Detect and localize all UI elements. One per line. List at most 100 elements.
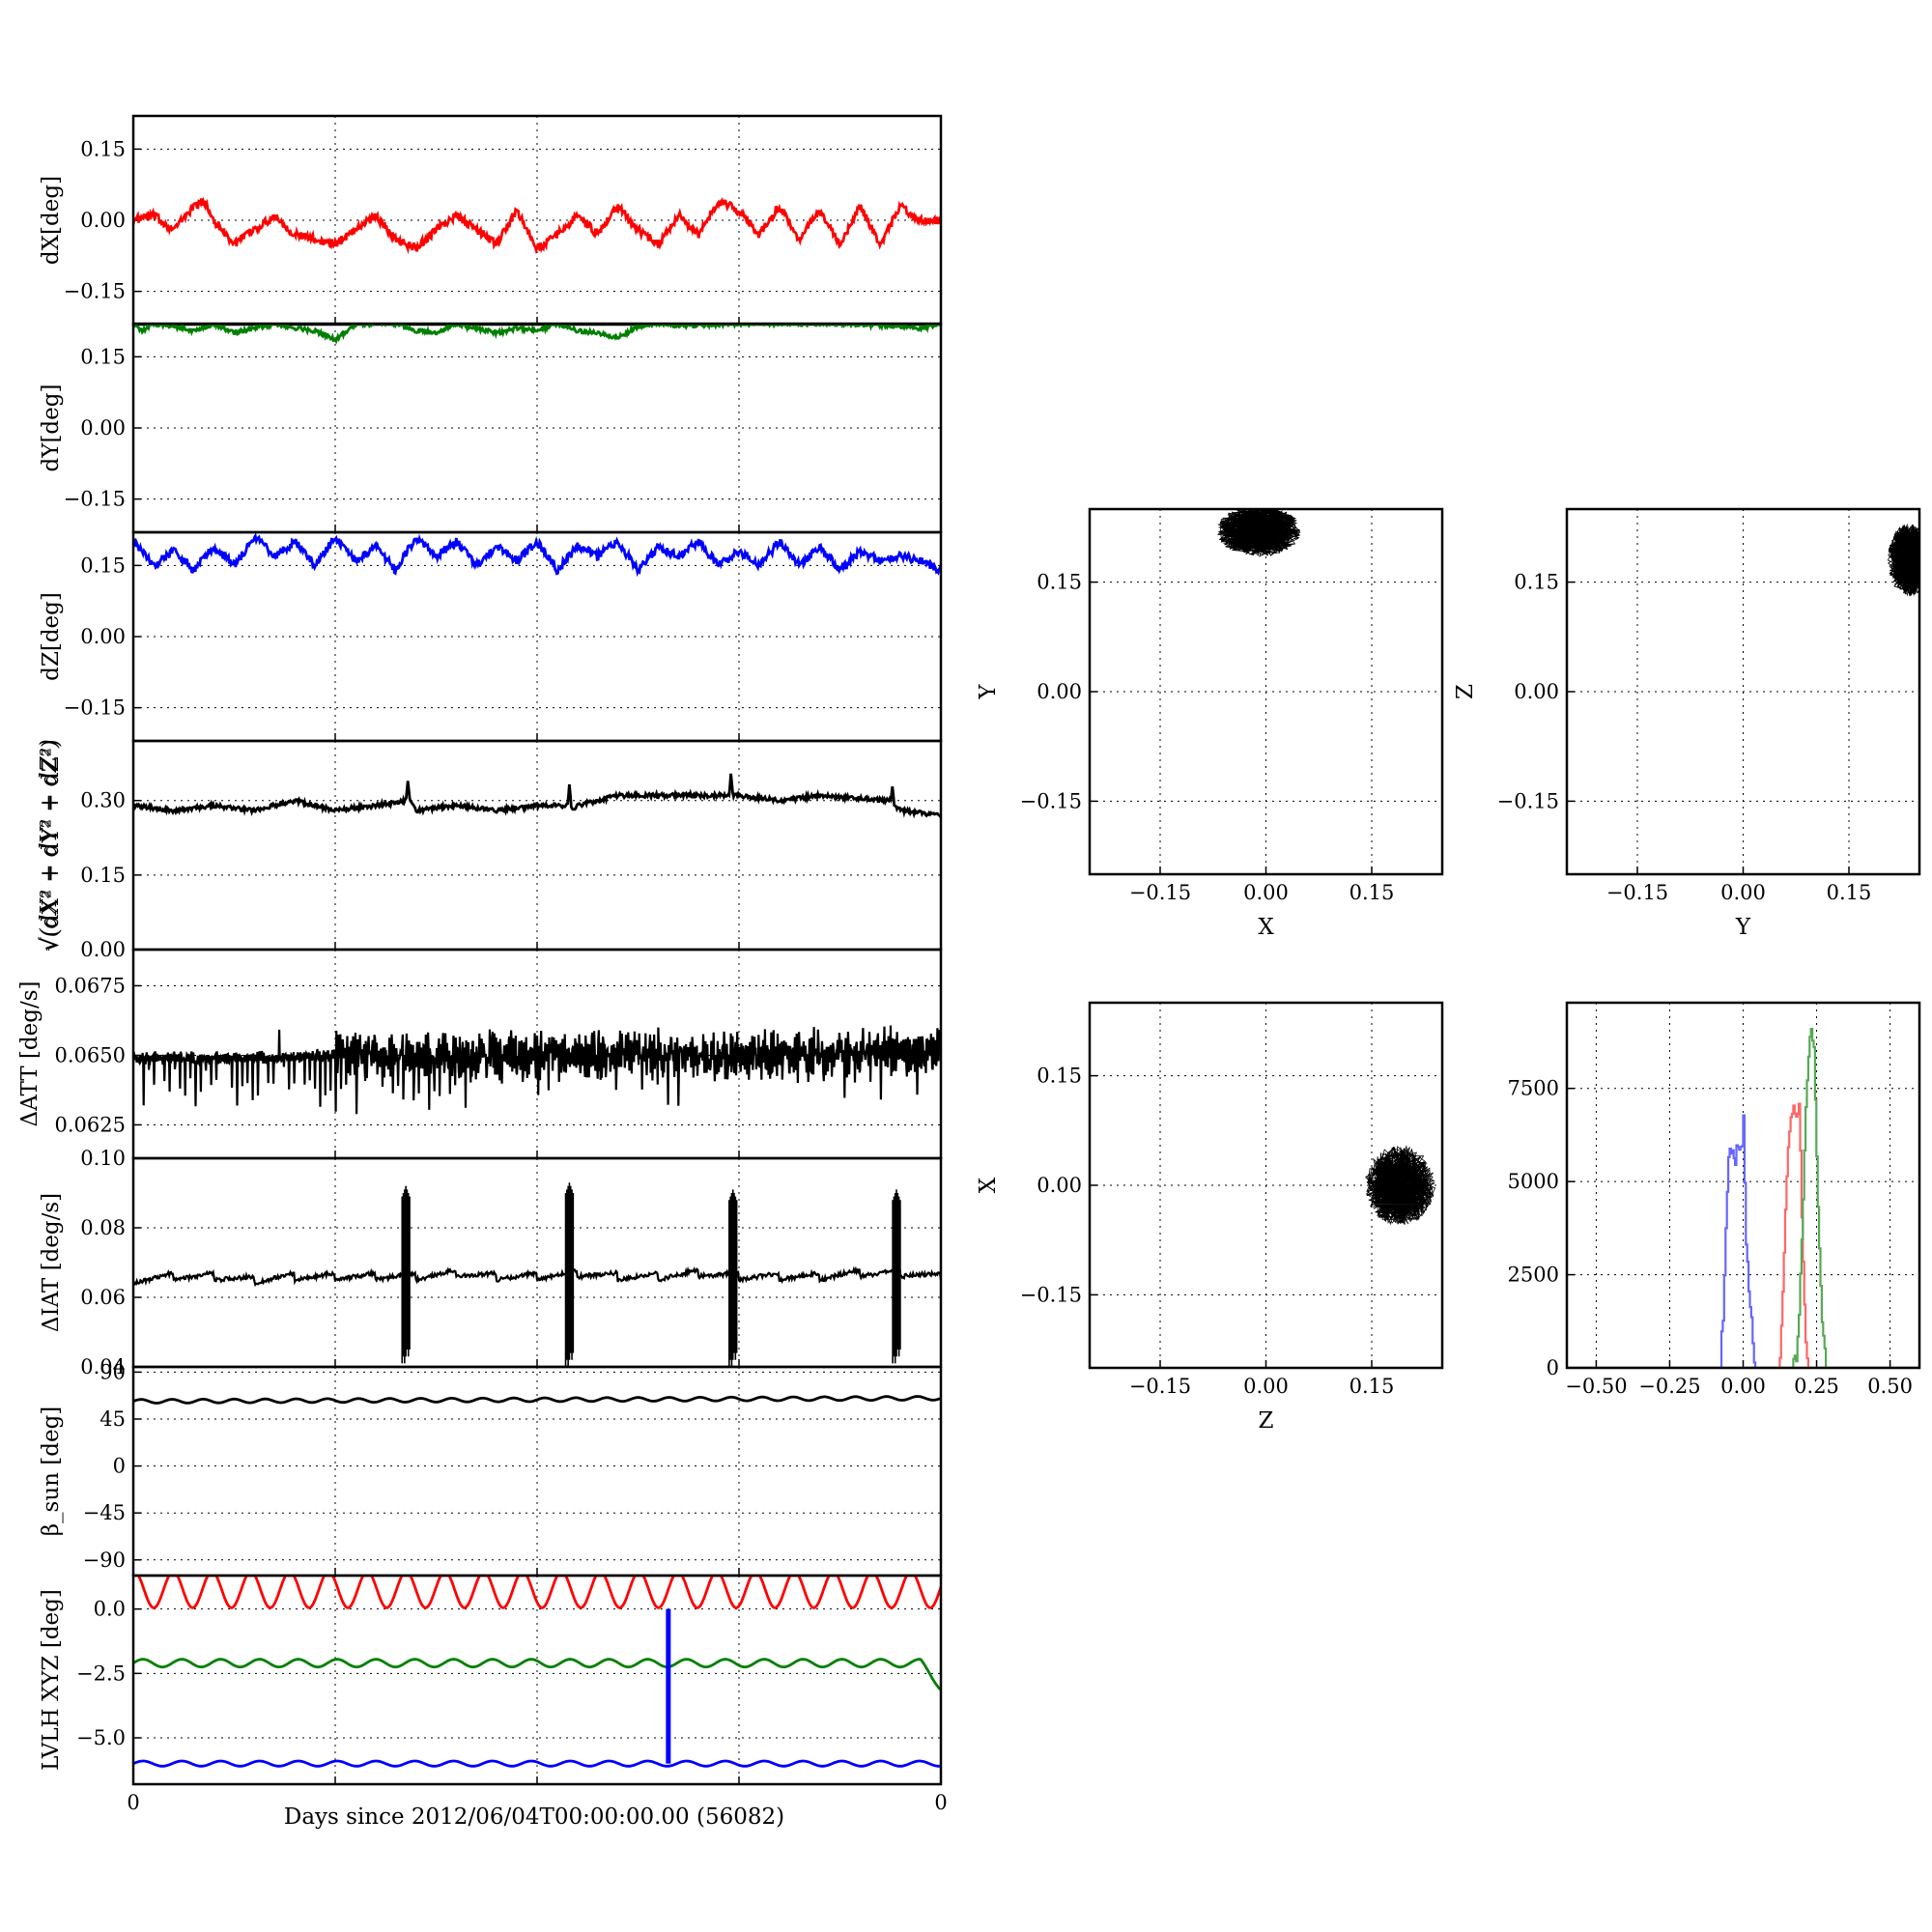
- yz-ytick-label: 0.00: [1514, 680, 1559, 703]
- zx-ytick-label: −0.15: [1020, 1283, 1082, 1306]
- hist-xtick-label: 0.25: [1794, 1375, 1839, 1398]
- lvlh-frame: [131, 1574, 943, 1786]
- dz-ytick-label: 0.15: [80, 554, 126, 577]
- dx-y-axis-label: dX[deg]: [39, 176, 64, 265]
- diat-ytick-label: 0.08: [80, 1216, 126, 1239]
- hist-xtick-label: 0.00: [1720, 1375, 1766, 1398]
- diat-ytick-label: 0.04: [80, 1355, 126, 1378]
- hist-series-2: [1567, 1028, 1919, 1368]
- diat-series-line-0: [133, 1264, 941, 1288]
- xy-ytick-label: 0.00: [1037, 680, 1082, 703]
- dy-y-axis-label: dY[deg]: [39, 384, 64, 472]
- hist-frame: [1565, 1001, 1921, 1370]
- yz-panel: −0.15 0.00 0.15 −0.15 0.00 0.15 Z Y: [1453, 507, 1921, 940]
- dy-ytick-label: 0.00: [80, 416, 126, 440]
- xy-xtick-label: 0.15: [1350, 881, 1395, 904]
- yz-y-axis-label: Z: [1453, 684, 1478, 699]
- hist-xtick-label: −0.25: [1638, 1375, 1700, 1398]
- beta-ytick-label: −90: [83, 1548, 126, 1572]
- zx-frame: [1088, 1001, 1444, 1370]
- zx-scatter-points: [1365, 1145, 1436, 1226]
- mag-plot-area: [133, 773, 941, 819]
- datt-plot-area: [133, 1025, 941, 1115]
- mag-ytick-label: 0.15: [80, 864, 126, 887]
- mag-y-axis-label: √(dX² + dY² + dZ²): [37, 739, 62, 952]
- diat-plot-area: [133, 1182, 941, 1367]
- yz-plot-area: [1887, 524, 1919, 597]
- yz-xtick-label: 0.00: [1720, 881, 1766, 904]
- xy-x-axis-label: X: [1258, 915, 1274, 940]
- mag-panel: 0.00 0.15 0.30 √(dX² + dY² + dZ²): [39, 739, 943, 961]
- lvlh-plot-area: [133, 1576, 941, 1768]
- dz-ytick-label: 0.00: [80, 625, 126, 648]
- xy-frame: [1088, 507, 1444, 876]
- diat-ytick-label: 0.10: [80, 1147, 126, 1170]
- lvlh-panel: −5.0 −2.5 0.0 0 0 LVLH XYZ [deg]: [39, 1574, 948, 1814]
- lvlh-series-line-1: [133, 1658, 941, 1691]
- zx-y-axis-label: X: [976, 1177, 1001, 1193]
- hist-ytick-label: 5000: [1508, 1170, 1559, 1193]
- beta-ytick-label: 45: [99, 1407, 126, 1431]
- dx-ytick-label: 0.15: [80, 137, 126, 160]
- beta-series-line-0: [133, 1395, 941, 1405]
- dx-panel: −0.15 0.00 0.15 dX[deg]: [39, 114, 943, 327]
- lvlh-ytick-label: −2.5: [76, 1662, 126, 1685]
- lvlh-xtick-label: 0: [127, 1791, 139, 1814]
- zx-panel: −0.15 0.00 0.15 −0.15 0.00 0.15 X Z: [976, 1001, 1444, 1434]
- lvlh-xtick-label: 0: [934, 1791, 947, 1814]
- xy-xtick-label: 0.00: [1243, 881, 1289, 904]
- datt-panel: 0.0625 0.0650 0.0675 ΔATT [deg/s]: [17, 948, 943, 1160]
- hist-panel: 0 2500 5000 7500 −0.50 −0.25 0.00 0.25 0.50: [1508, 1001, 1921, 1398]
- datt-series-line-0: [133, 1025, 941, 1115]
- plots-layer: −0.150.000.15dX[deg]−0.150.000.15dY[deg]…: [17, 114, 1921, 1814]
- xy-xtick-label: −0.15: [1129, 881, 1191, 904]
- hist-series-0: [1567, 1114, 1919, 1368]
- xy-scatter-points: [1216, 509, 1301, 557]
- yz-x-axis-label: Y: [1735, 915, 1751, 940]
- lvlh-series-line-2: [133, 1759, 941, 1768]
- lvlh-y-axis-label: LVLH XYZ [deg]: [39, 1589, 64, 1771]
- dz-y-axis-label: dZ[deg]: [39, 592, 64, 681]
- beta-ytick-label: 90: [99, 1360, 126, 1383]
- mag-series-line-0: [133, 773, 941, 819]
- datt-ytick-label: 0.0625: [55, 1113, 126, 1136]
- zx-xtick-label: 0.00: [1243, 1375, 1289, 1398]
- diat-y-axis-label: ΔIAT [deg/s]: [39, 1193, 64, 1332]
- dz-panel: −0.15 0.00 0.15 dZ[deg]: [39, 530, 943, 743]
- datt-y-axis-label: ΔATT [deg/s]: [17, 981, 43, 1127]
- zx-ytick-label: 0.00: [1037, 1174, 1082, 1197]
- hist-ytick-label: 2500: [1508, 1264, 1559, 1287]
- hist-xtick-label: 0.50: [1867, 1375, 1913, 1398]
- zx-plot-area: [1365, 1145, 1436, 1226]
- dy-ytick-label: 0.15: [80, 345, 126, 368]
- lvlh-series-line-0: [133, 1576, 941, 1609]
- xy-ytick-label: −0.15: [1020, 789, 1082, 812]
- yz-ytick-label: 0.15: [1514, 571, 1559, 594]
- yz-xtick-label: 0.15: [1827, 881, 1872, 904]
- mag-y-axis-label-group: √(dX² + dY² + dZ²): [37, 739, 62, 952]
- dx-ytick-label: −0.15: [64, 280, 126, 303]
- dy-panel: −0.15 0.00 0.15 dY[deg]: [39, 322, 943, 534]
- dz-plot-area: [133, 532, 941, 578]
- diat-ytick-label: 0.06: [80, 1286, 126, 1309]
- hist-ytick-label: 7500: [1508, 1077, 1559, 1100]
- beta-plot-area: [133, 1395, 941, 1405]
- beta-ytick-label: 0: [113, 1455, 126, 1478]
- datt-ytick-label: 0.0675: [55, 974, 126, 997]
- zx-xtick-label: −0.15: [1129, 1375, 1191, 1398]
- mag-ytick-label: 0.30: [80, 789, 126, 812]
- zx-xtick-label: 0.15: [1350, 1375, 1395, 1398]
- mag-ytick-label: 0.00: [80, 938, 126, 961]
- yz-xtick-label: −0.15: [1606, 881, 1668, 904]
- dx-series-line-0: [133, 196, 941, 255]
- dz-series-line-0: [133, 532, 941, 578]
- yz-frame: [1565, 507, 1921, 876]
- lvlh-ytick-label: −5.0: [76, 1726, 126, 1749]
- beta-ytick-label: −45: [83, 1501, 126, 1524]
- dy-ytick-label: −0.15: [64, 488, 126, 511]
- yz-scatter-points: [1887, 524, 1919, 597]
- beta-panel: −90 −45 0 45 90 β_sun [deg]: [39, 1360, 943, 1577]
- xy-ytick-label: 0.15: [1037, 571, 1082, 594]
- xy-plot-area: [1216, 509, 1301, 557]
